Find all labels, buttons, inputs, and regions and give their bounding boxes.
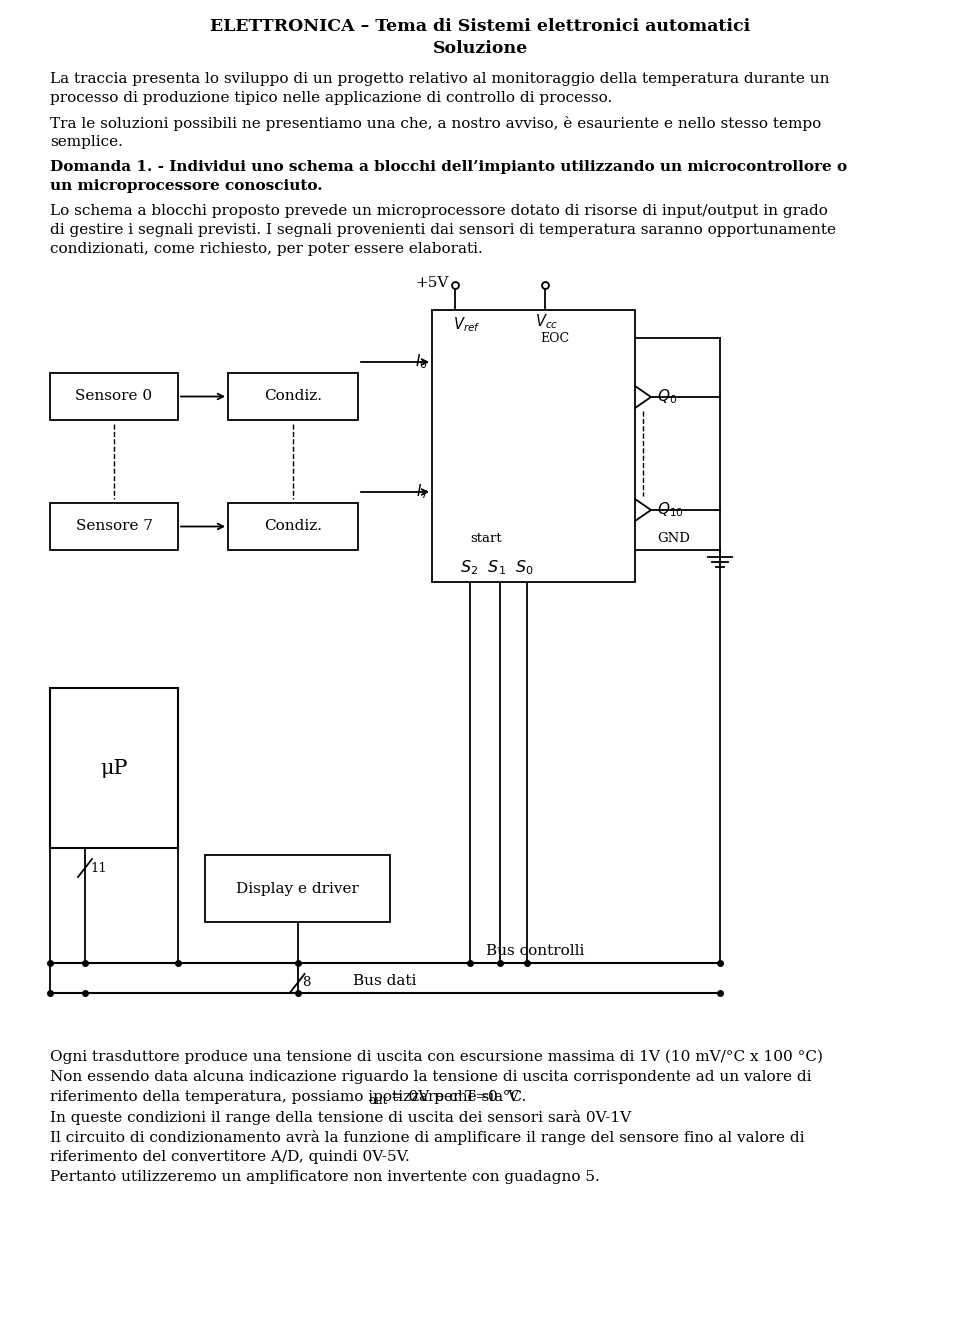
Text: Pertanto utilizzeremo un amplificatore non invertente con guadagno 5.: Pertanto utilizzeremo un amplificatore n… bbox=[50, 1170, 600, 1184]
Text: ELETTRONICA – Tema di Sistemi elettronici automatici: ELETTRONICA – Tema di Sistemi elettronic… bbox=[210, 18, 750, 34]
Bar bbox=[228, 373, 358, 420]
Text: μP: μP bbox=[100, 758, 128, 778]
Text: $I_7$: $I_7$ bbox=[416, 482, 428, 502]
Text: semplice.: semplice. bbox=[50, 135, 123, 149]
Text: 11: 11 bbox=[90, 861, 107, 875]
Text: Il circuito di condizionamento avrà la funzione di amplificare il range del sens: Il circuito di condizionamento avrà la f… bbox=[50, 1129, 804, 1145]
Text: Sensore 0: Sensore 0 bbox=[76, 390, 153, 403]
Text: riferimento del convertitore A/D, quindi 0V-5V.: riferimento del convertitore A/D, quindi… bbox=[50, 1151, 410, 1164]
Text: $Q_0$: $Q_0$ bbox=[657, 387, 677, 407]
Text: +5V: +5V bbox=[416, 276, 449, 291]
Text: start: start bbox=[470, 532, 502, 546]
Text: = 0V per T=0 °C.: = 0V per T=0 °C. bbox=[386, 1090, 526, 1104]
Bar bbox=[50, 503, 178, 550]
Text: un microprocessore conosciuto.: un microprocessore conosciuto. bbox=[50, 180, 323, 193]
Text: processo di produzione tipico nelle applicazione di controllo di processo.: processo di produzione tipico nelle appl… bbox=[50, 91, 612, 104]
Bar bbox=[228, 503, 358, 550]
Text: $I_0$: $I_0$ bbox=[416, 353, 428, 371]
Text: di gestire i segnali previsti. I segnali provenienti dai sensori di temperatura : di gestire i segnali previsti. I segnali… bbox=[50, 223, 836, 236]
Text: condizionati, come richiesto, per poter essere elaborati.: condizionati, come richiesto, per poter … bbox=[50, 242, 483, 256]
Text: Bus dati: Bus dati bbox=[353, 974, 417, 988]
Text: GND: GND bbox=[657, 532, 690, 546]
Text: Tra le soluzioni possibili ne presentiamo una che, a nostro avviso, è esauriente: Tra le soluzioni possibili ne presentiam… bbox=[50, 116, 821, 131]
Text: Sensore 7: Sensore 7 bbox=[76, 519, 153, 534]
Text: In queste condizioni il range della tensione di uscita dei sensori sarà 0V-1V: In queste condizioni il range della tens… bbox=[50, 1110, 631, 1125]
Text: out: out bbox=[368, 1094, 387, 1107]
Text: Condiz.: Condiz. bbox=[264, 519, 322, 534]
Text: EOC: EOC bbox=[540, 332, 569, 345]
Text: 8: 8 bbox=[302, 976, 311, 989]
Text: Non essendo data alcuna indicazione riguardo la tensione di uscita corrispondent: Non essendo data alcuna indicazione rigu… bbox=[50, 1070, 811, 1085]
Text: Domanda 1. - Individui uno schema a blocchi dell’impianto utilizzando un microco: Domanda 1. - Individui uno schema a bloc… bbox=[50, 160, 847, 174]
Text: $V_{cc}$: $V_{cc}$ bbox=[535, 312, 558, 330]
Text: Ogni trasduttore produce una tensione di uscita con escursione massima di 1V (10: Ogni trasduttore produce una tensione di… bbox=[50, 1050, 823, 1065]
Text: riferimento della temperatura, possiamo ipotizzare che sia V: riferimento della temperatura, possiamo … bbox=[50, 1090, 519, 1104]
Text: La traccia presenta lo sviluppo di un progetto relativo al monitoraggio della te: La traccia presenta lo sviluppo di un pr… bbox=[50, 73, 829, 86]
Bar bbox=[432, 310, 635, 583]
Bar bbox=[205, 855, 390, 922]
Bar bbox=[50, 688, 178, 848]
Text: $V_{ref}$: $V_{ref}$ bbox=[453, 314, 480, 334]
Text: Condiz.: Condiz. bbox=[264, 390, 322, 403]
Text: Display e driver: Display e driver bbox=[236, 881, 359, 896]
Text: $S_2$  $S_1$  $S_0$: $S_2$ $S_1$ $S_0$ bbox=[460, 559, 535, 577]
Text: Soluzione: Soluzione bbox=[432, 40, 528, 57]
Bar bbox=[50, 373, 178, 420]
Text: Bus controlli: Bus controlli bbox=[486, 945, 585, 958]
Text: Lo schema a blocchi proposto prevede un microprocessore dotato di risorse di inp: Lo schema a blocchi proposto prevede un … bbox=[50, 203, 828, 218]
Text: $Q_{10}$: $Q_{10}$ bbox=[657, 501, 684, 519]
